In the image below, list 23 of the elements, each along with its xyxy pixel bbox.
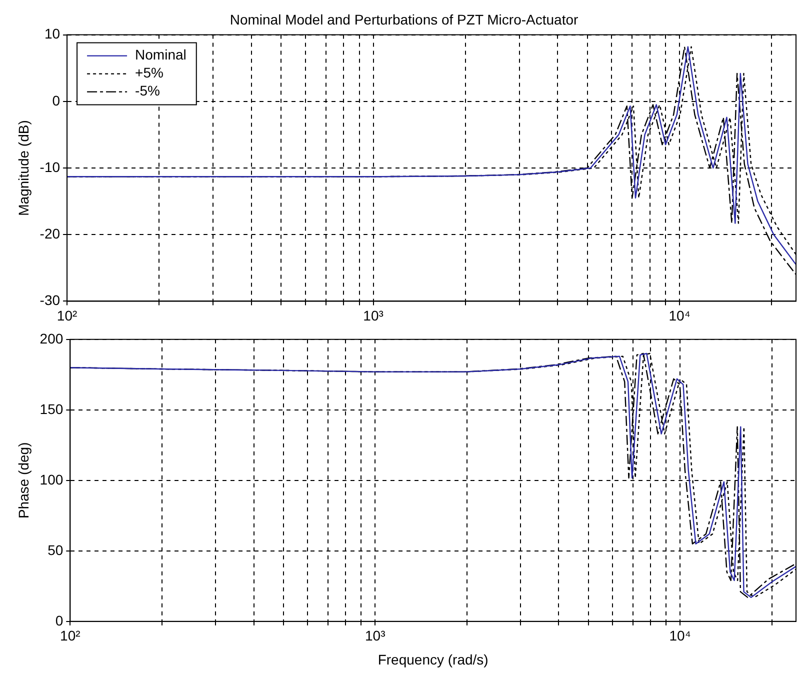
- chart-title: Nominal Model and Perturbations of PZT Micro-Actuator: [230, 11, 578, 28]
- legend-label: +5%: [135, 64, 164, 81]
- x-tick-label: 10⁴: [668, 307, 690, 324]
- y-tick-label: 0: [55, 612, 64, 628]
- y-tick-label: -10: [40, 158, 60, 175]
- x-tick-label: 10⁴: [669, 628, 691, 644]
- x-axis-title: Frequency (rad/s): [378, 651, 488, 668]
- legend-label: Nominal: [135, 46, 186, 63]
- y-tick-label: -20: [40, 225, 60, 242]
- y-tick-label: -30: [40, 292, 60, 308]
- y-tick-label: 100: [40, 471, 64, 488]
- x-tick-label: 10²: [56, 307, 78, 324]
- legend-label: -5%: [135, 82, 160, 99]
- x-tick-label: 10³: [363, 307, 384, 324]
- y-tick-label: 50: [48, 542, 64, 558]
- y-tick-label: 200: [40, 330, 64, 346]
- y-axis-title: Magnitude (dB): [15, 120, 32, 216]
- y-tick-label: 150: [40, 400, 64, 417]
- x-tick-label: 10³: [364, 628, 386, 644]
- x-tick-label: 10²: [60, 628, 81, 644]
- y-tick-label: 0: [52, 92, 60, 108]
- y-axis-title: Phase (deg): [15, 442, 32, 519]
- y-tick-label: 10: [44, 26, 60, 42]
